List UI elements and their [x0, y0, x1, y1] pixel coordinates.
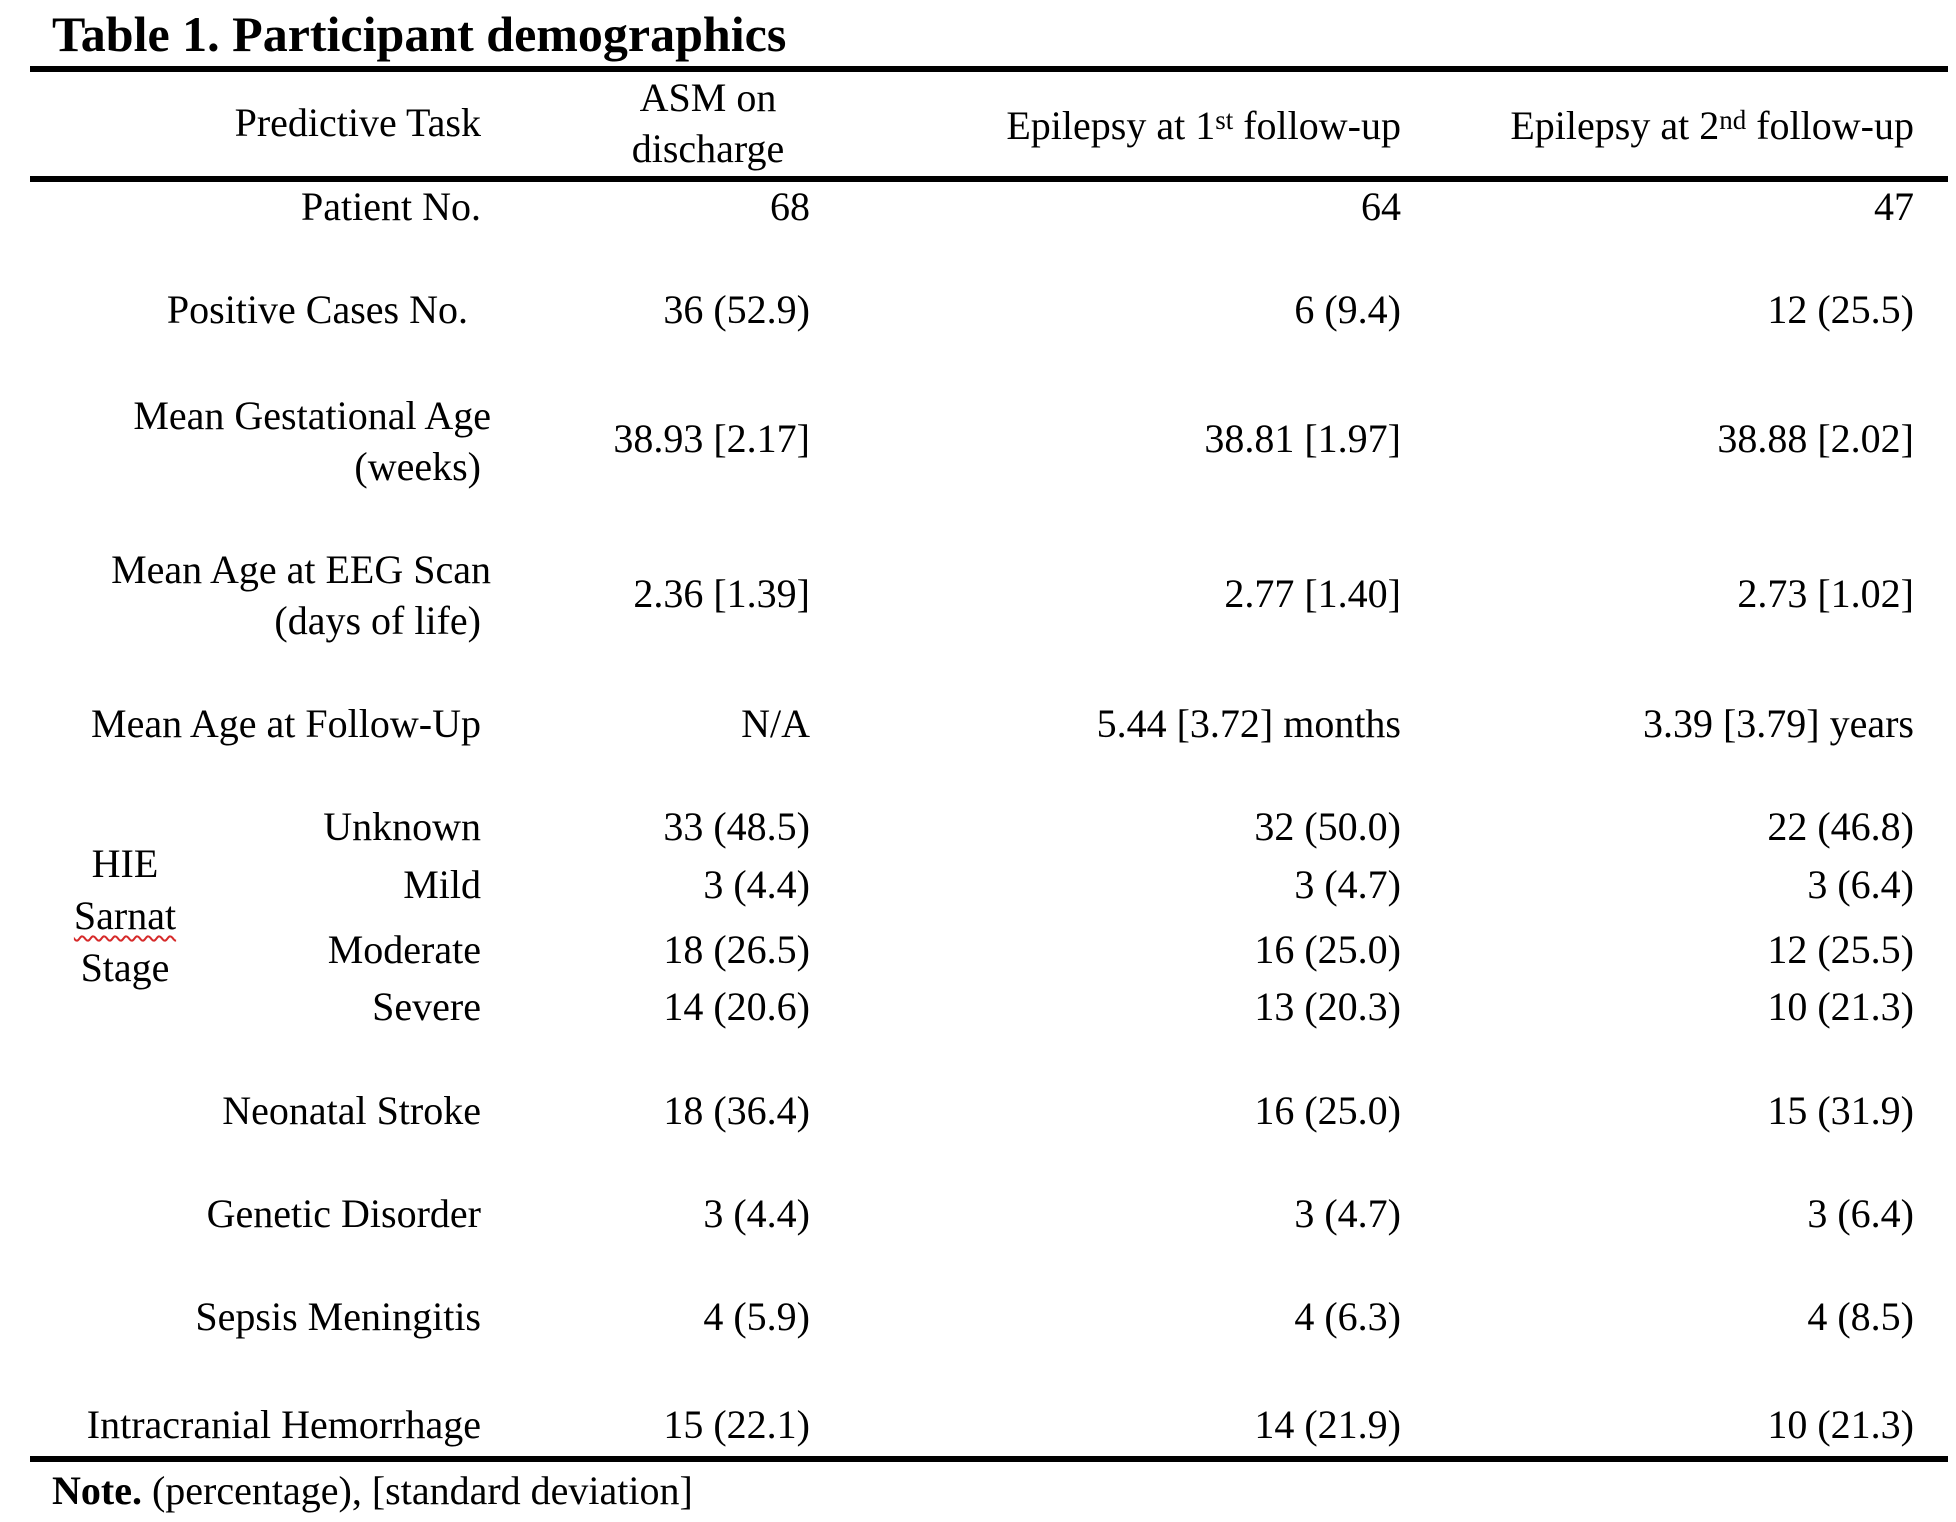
- row-label-line1: Mean Gestational Age: [133, 393, 491, 438]
- cell-asm: 14 (20.6): [663, 984, 810, 1029]
- header-col2-post: follow-up: [1233, 103, 1401, 148]
- cell-followup-1: 14 (21.9): [1254, 1402, 1401, 1447]
- row-label: Sepsis Meningitis: [195, 1294, 481, 1339]
- header-predictive-task: Predictive Task: [234, 100, 481, 145]
- row-label-line2: (days of life): [274, 598, 481, 643]
- cell-followup-1: 64: [1361, 184, 1401, 229]
- cell-asm: N/A: [741, 701, 810, 746]
- row-label: Severe: [372, 984, 481, 1029]
- cell-asm: 18 (36.4): [663, 1088, 810, 1133]
- header-epilepsy-first-followup: Epilepsy at 1st follow-up: [1006, 101, 1401, 151]
- header-rule: [30, 176, 1948, 182]
- cell-followup-1: 32 (50.0): [1254, 804, 1401, 849]
- row-label: Mean Gestational Age (weeks): [133, 390, 491, 492]
- cell-followup-1: 2.77 [1.40]: [1224, 571, 1401, 616]
- cell-asm: 2.36 [1.39]: [633, 571, 810, 616]
- table-note: Note. (percentage), [standard deviation]: [52, 1465, 693, 1517]
- header-asm-line1: ASM on: [639, 75, 777, 120]
- hie-group-line1: HIE: [91, 841, 159, 886]
- cell-followup-2: 10 (21.3): [1767, 1402, 1914, 1447]
- cell-followup-2: 15 (31.9): [1767, 1088, 1914, 1133]
- cell-followup-2: 12 (25.5): [1767, 927, 1914, 972]
- cell-followup-1: 38.81 [1.97]: [1204, 416, 1401, 461]
- cell-followup-1: 13 (20.3): [1254, 984, 1401, 1029]
- cell-followup-1: 6 (9.4): [1294, 287, 1401, 332]
- row-label: Unknown: [323, 804, 481, 849]
- cell-followup-2: 4 (8.5): [1807, 1294, 1914, 1339]
- header-col3-pre: Epilepsy at 2: [1510, 103, 1720, 148]
- cell-followup-2: 2.73 [1.02]: [1737, 571, 1914, 616]
- cell-followup-2: 3 (6.4): [1807, 1191, 1914, 1236]
- row-label: Patient No.: [301, 184, 481, 229]
- cell-asm: 36 (52.9): [663, 287, 810, 332]
- cell-asm: 68: [770, 184, 810, 229]
- cell-followup-2: 38.88 [2.02]: [1717, 416, 1914, 461]
- row-label: Positive Cases No.: [166, 287, 468, 332]
- cell-asm: 3 (4.4): [703, 1191, 810, 1236]
- row-label: Mean Age at EEG Scan (days of life): [111, 544, 491, 646]
- bottom-rule: [30, 1456, 1948, 1462]
- note-text: (percentage), [standard deviation]: [141, 1468, 693, 1513]
- header-col2-sup: st: [1215, 105, 1234, 135]
- cell-followup-2: 3 (6.4): [1807, 862, 1914, 907]
- cell-followup-1: 4 (6.3): [1294, 1294, 1401, 1339]
- row-label: Genetic Disorder: [206, 1191, 481, 1236]
- header-asm-line2: discharge: [631, 126, 785, 171]
- row-label-line2: (weeks): [354, 444, 481, 489]
- cell-followup-1: 3 (4.7): [1294, 1191, 1401, 1236]
- cell-followup-1: 5.44 [3.72] months: [1096, 701, 1401, 746]
- table-title: Table 1. Participant demographics: [52, 6, 787, 62]
- header-col3-post: follow-up: [1746, 103, 1914, 148]
- row-label: Mild: [403, 862, 481, 907]
- header-epilepsy-second-followup: Epilepsy at 2nd follow-up: [1510, 101, 1914, 151]
- cell-followup-2: 3.39 [3.79] years: [1642, 701, 1914, 746]
- cell-asm: 15 (22.1): [663, 1402, 810, 1447]
- cell-asm: 3 (4.4): [703, 862, 810, 907]
- row-label: Neonatal Stroke: [222, 1088, 481, 1133]
- row-label: Moderate: [327, 927, 481, 972]
- note-label: Note.: [52, 1468, 142, 1513]
- cell-followup-2: 12 (25.5): [1767, 287, 1914, 332]
- header-col3-sup: nd: [1719, 105, 1747, 135]
- cell-followup-1: 3 (4.7): [1294, 862, 1401, 907]
- hie-group-line3: Stage: [80, 945, 170, 990]
- cell-followup-1: 16 (25.0): [1254, 1088, 1401, 1133]
- header-col2-pre: Epilepsy at 1: [1006, 103, 1216, 148]
- cell-followup-2: 22 (46.8): [1767, 804, 1914, 849]
- row-label-line1: Mean Age at EEG Scan: [111, 547, 491, 592]
- header-asm-on-discharge: ASM on discharge: [598, 72, 818, 174]
- hie-sarnat-stage-label: HIE Sarnat Stage: [60, 838, 190, 994]
- row-label: Mean Age at Follow-Up: [91, 701, 481, 746]
- cell-followup-2: 47: [1874, 184, 1914, 229]
- top-rule: [30, 66, 1948, 72]
- cell-asm: 33 (48.5): [663, 804, 810, 849]
- cell-followup-2: 10 (21.3): [1767, 984, 1914, 1029]
- cell-asm: 38.93 [2.17]: [613, 416, 810, 461]
- cell-asm: 18 (26.5): [663, 927, 810, 972]
- cell-followup-1: 16 (25.0): [1254, 927, 1401, 972]
- hie-group-line2: Sarnat: [73, 893, 177, 938]
- row-label: Intracranial Hemorrhage: [86, 1402, 481, 1447]
- cell-asm: 4 (5.9): [703, 1294, 810, 1339]
